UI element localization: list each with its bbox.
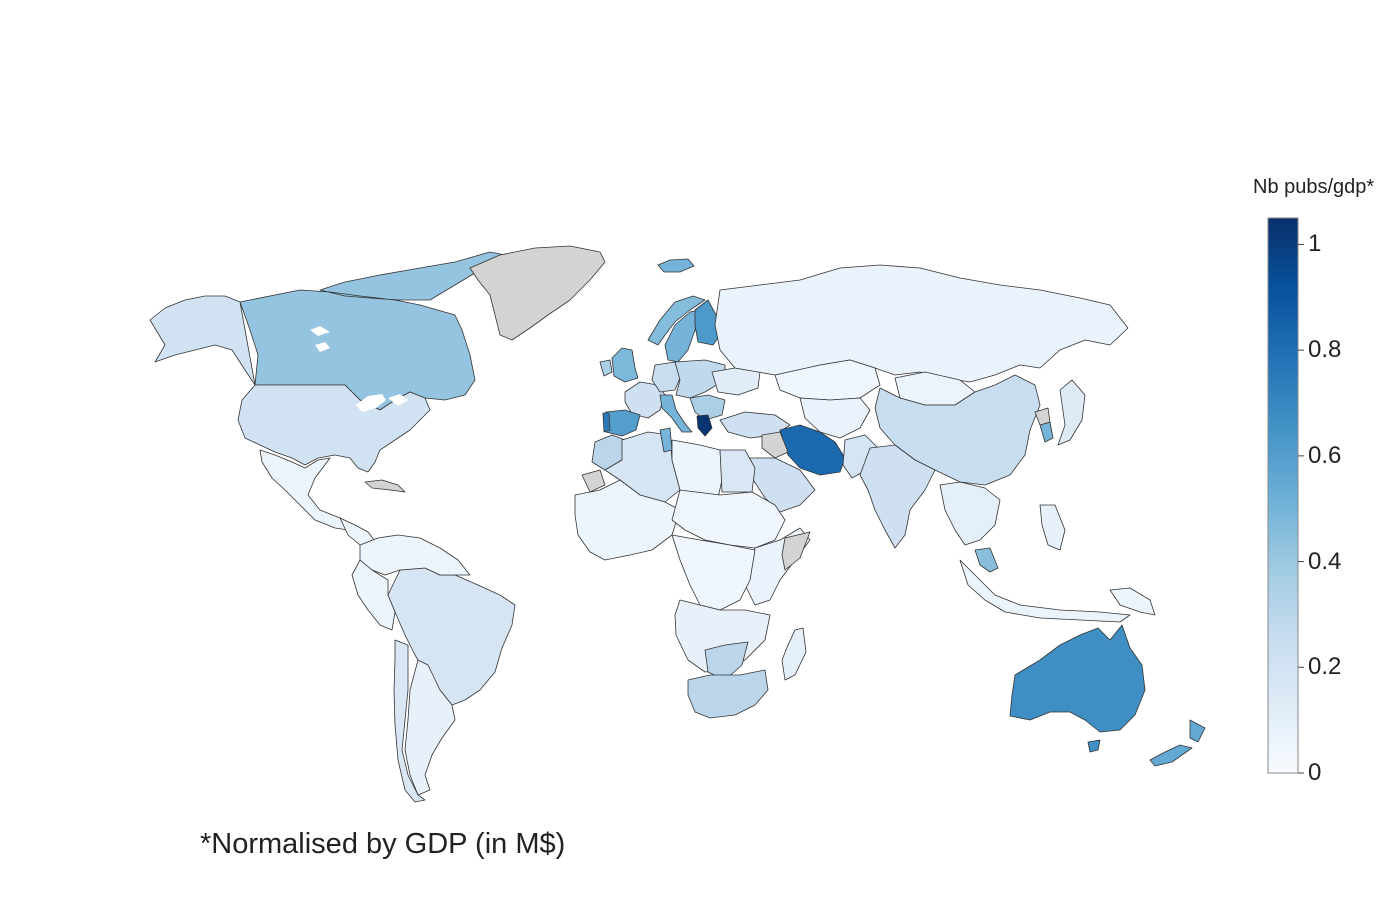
region-malaysia: Malaysia [974,547,999,573]
region-north-korea: North Korea [1034,407,1051,426]
region-congo: Congo [671,534,756,611]
color-scale-tick-label: 1 [1308,230,1322,258]
region-argentina: Argentina [404,659,456,796]
color-scale-bar [1267,217,1299,774]
color-scale-tick-label: 0.6 [1308,441,1342,469]
region-south-korea: South Korea [1039,421,1054,443]
region-mexico: Mexico [259,449,349,531]
region-greenland: Greenland [469,245,606,341]
region-central-europe: Central Europe [674,359,726,399]
region-france: France [624,381,666,419]
region-northern-south-america: Northern South America [359,534,471,576]
region-south-africa: South Africa [687,669,769,719]
region-zimbabwe: Zimbabwe [704,641,749,681]
region-papua-new-guinea: Papua New Guinea [1109,587,1156,616]
region-portugal: Portugal [602,412,611,433]
great-lakes [310,326,408,412]
region-peru: Peru [351,559,396,631]
region-alaska: Alaska [149,295,256,386]
region-japan: Japan [1057,379,1086,446]
region-spain: Spain [605,409,641,437]
color-scale-tick-label: 0 [1308,759,1322,786]
color-scale-ticks [1298,243,1304,774]
region-indonesia: Indonesia [959,559,1131,623]
region-russia: Russia [714,264,1129,383]
region-sweden: Sweden [664,309,701,363]
region-kazakhstan: Kazakhstan [774,359,881,401]
region-norway: Norway [647,295,706,346]
region-saudi-arabia: Saudi Arabia [747,457,816,513]
region-central-asia: Central Asia [799,397,871,439]
region-west-africa: West Africa [574,479,681,561]
region-italy: Italy [659,394,693,433]
region-egypt: Egypt [719,449,756,493]
region-southeast-asia: Southeast Asia [939,481,1001,546]
region-central-africa: Central Africa [671,489,786,549]
region-new-zealand: New Zealand [1149,719,1206,767]
region-united-kingdom: United Kingdom [611,347,639,383]
region-balkans: Balkans [689,394,726,421]
region-southern-africa: Southern Africa [674,599,771,673]
color-scale-tick-label: 0.8 [1308,336,1342,364]
region-ukraine: Ukraine [711,367,761,396]
region-iceland: Iceland [657,258,695,273]
color-scale-tick-label: 0.2 [1308,653,1342,681]
region-philippines: Philippines [1039,504,1066,551]
color-scale-title: Nb pubs/gdp* [1253,176,1375,198]
color-scale-tick-label: 0.4 [1308,547,1342,575]
region-madagascar: Madagascar [781,627,807,681]
region-finland: Finland [694,299,721,346]
region-ireland: Ireland [599,359,613,377]
region-cuba: Cuba [364,479,406,493]
region-india: India [859,444,936,549]
region-brazil: Brazil [387,567,516,706]
region-australia: Australia [1009,624,1146,753]
region-iran: Iran [779,424,846,476]
footnote: *Normalised by GDP (in M$) [200,828,566,860]
region-chile: Chile [393,639,426,803]
region-iraq: Iraq [761,431,789,459]
region-libya: Libya [671,439,723,499]
region-greece: Greece [696,414,713,437]
region-western-sahara: Western Sahara [581,469,606,493]
country-regions: CanadaUnited StatesAlaskaGreenlandMexico… [149,245,1206,803]
region-somalia: Somalia [781,531,811,571]
